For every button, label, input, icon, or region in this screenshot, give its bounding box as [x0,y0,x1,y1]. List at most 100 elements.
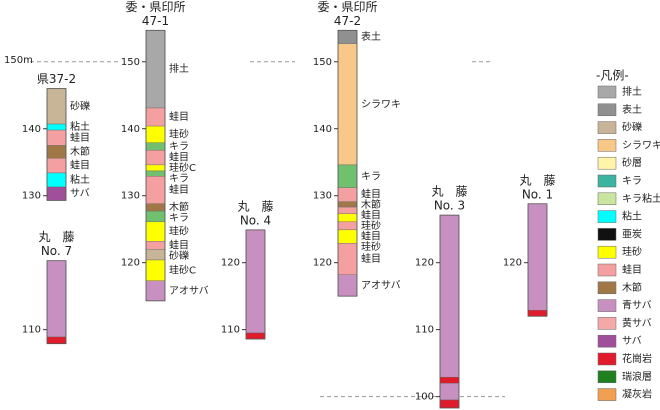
layer [46,260,67,338]
layer [245,332,266,340]
tick-label: 140 [22,124,41,135]
column-title: 丸 藤 [38,230,74,244]
layer [145,259,166,281]
layer [145,280,166,302]
column-outline [527,203,548,317]
legend-swatch [597,103,617,117]
layer [337,164,358,188]
layer-label: 木節 [70,145,90,158]
layer [46,145,67,159]
legend-swatch [597,370,617,384]
layer-label: 珪砂C [169,161,196,174]
legend-label: 排土 [622,85,642,98]
column-outline [145,29,166,302]
tick-label: 140 [121,124,140,135]
layer-label: 珪砂 [361,219,381,232]
layer-label: 木節 [361,198,381,211]
layer [46,158,67,174]
layer [337,187,358,202]
layer [337,206,358,214]
layer [145,142,166,151]
layer-label: 粘土 [70,173,90,186]
legend-label: キラ [622,175,642,187]
layer-label: キラ [169,140,189,152]
tick-label: 100 [415,392,434,403]
legend-label: 木節 [622,281,642,294]
column-title: No. 4 [240,213,271,227]
layer [145,176,166,204]
tick-label: 110 [221,325,240,336]
legend-swatch [597,299,617,312]
legend-swatch [597,352,617,366]
layer-label: 珪砂 [169,225,189,238]
legend-label: 花崗岩 [622,352,652,365]
legend-swatch [597,388,617,401]
layer [337,274,358,297]
column-title: 県37-2 [37,72,76,86]
layer [439,376,460,384]
layer [145,149,166,166]
layer-label: 表土 [361,30,381,43]
legend-label: キラ粘土 [622,192,660,205]
legend-label: サバ [622,335,642,347]
layer-label: 排土 [169,62,189,75]
layer [46,336,67,344]
column-title: No. 3 [434,199,465,213]
layer [46,129,67,146]
layer [145,241,166,250]
tick-label: 130 [313,191,332,202]
layer-label: 粘土 [70,120,90,133]
layer [46,123,67,131]
layer [337,213,358,223]
tick-label: 140 [313,124,332,135]
column-title: 委・県印所 [317,0,377,14]
layer-label: 蛙目 [361,209,381,222]
tick-label: 150 [313,57,332,68]
legend-swatch [597,121,617,134]
legend-swatch [597,245,617,259]
tick-label: 120 [415,258,434,269]
reference-label: 150m [4,55,33,66]
column-outline [439,214,460,409]
legend-label: 砂層 [622,156,642,169]
layer-label: 珪砂 [169,127,189,140]
legend-swatch [597,210,617,223]
layer [439,383,460,401]
legend-label: 砂礫 [622,121,642,134]
layer [337,43,358,166]
tick-label: 120 [121,258,140,269]
layer-label: 蛙目 [70,131,90,144]
layer [145,221,166,242]
tick-label: 130 [22,191,41,202]
layer [245,229,266,334]
layer [145,107,166,127]
layer [145,170,166,177]
tick-label: 130 [121,191,140,202]
column-outline [46,260,67,345]
layer-label: 蛙目 [361,230,381,243]
layer [46,186,67,201]
legend-label: 珪砂 [622,245,642,258]
layer-label: 珪砂C [169,263,196,276]
layer-label: 蛙目 [169,238,189,251]
layer-label: 蛙目 [361,252,381,265]
legend-title: -凡例- [596,69,629,83]
tick-label: 110 [22,325,41,336]
column-title: 47-2 [334,14,361,28]
layer [145,30,166,109]
layer-label: 蛙目 [70,159,90,172]
layer [337,221,358,231]
legend-swatch [597,156,617,170]
layer [527,203,548,311]
legend-swatch [597,334,617,348]
layer-label: キラ [169,173,189,185]
column-outline [46,88,67,201]
layer [145,125,166,144]
legend-label: 青サバ [622,299,652,312]
legend-swatch [597,85,617,99]
tick-label: 150 [121,57,140,68]
layer [145,164,166,172]
legend-swatch [597,228,617,241]
legend-label: 瑞浪層 [622,370,652,383]
layer [337,243,358,275]
